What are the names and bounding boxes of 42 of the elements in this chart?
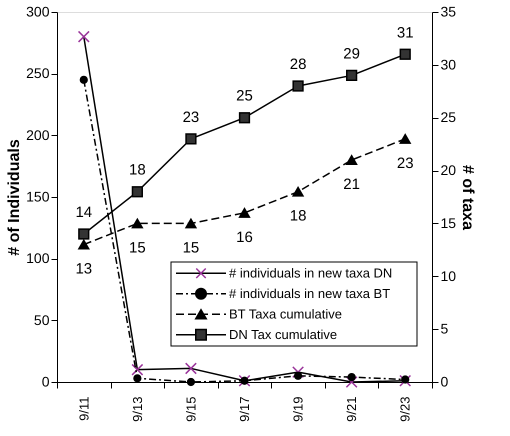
y-tick-label: 50 bbox=[34, 312, 50, 328]
legend-label: BT Taxa cumulative bbox=[229, 306, 342, 322]
y-tick-label: 100 bbox=[26, 250, 50, 266]
x-tick-label: 9/15 bbox=[183, 396, 198, 422]
data-label: 23 bbox=[396, 154, 414, 172]
x-tick-label: 9/17 bbox=[237, 396, 252, 422]
y2-tick-label: 25 bbox=[440, 109, 456, 126]
legend-label: # individuals in new taxa BT bbox=[229, 286, 390, 301]
legend-label: # individuals in new taxa DN bbox=[229, 265, 392, 280]
data-label: 15 bbox=[182, 239, 200, 256]
y-tick-label: 250 bbox=[26, 65, 50, 82]
y-tick-label: 150 bbox=[26, 188, 50, 204]
y-tick-label: 300 bbox=[26, 4, 50, 20]
y2-axis-title: # of taxa bbox=[459, 165, 476, 230]
data-label: 25 bbox=[236, 88, 253, 105]
data-label: 31 bbox=[396, 24, 414, 42]
data-label: 29 bbox=[343, 45, 360, 62]
y-axis-title: # of Individuals bbox=[6, 139, 24, 256]
data-label: 15 bbox=[129, 239, 146, 256]
data-label: 23 bbox=[182, 108, 200, 126]
data-label: 18 bbox=[129, 162, 146, 179]
y2-tick-label: 30 bbox=[440, 56, 456, 72]
legend-label: DN Tax cumulative bbox=[229, 326, 338, 342]
data-label: 21 bbox=[343, 176, 360, 193]
y2-tick-label: 0 bbox=[440, 374, 448, 390]
y2-tick-label: 15 bbox=[440, 214, 456, 231]
data-label: 13 bbox=[75, 260, 92, 278]
y2-tick-label: 35 bbox=[440, 4, 456, 20]
x-tick-label: 9/13 bbox=[130, 396, 145, 422]
y2-tick-label: 10 bbox=[440, 268, 456, 284]
data-label: 16 bbox=[236, 228, 253, 246]
y-tick-label: 200 bbox=[26, 126, 50, 143]
y-tick-label: 0 bbox=[42, 374, 50, 390]
data-label: 28 bbox=[290, 56, 306, 73]
x-tick-label: 9/21 bbox=[344, 396, 360, 422]
x-tick-label: 9/19 bbox=[290, 396, 306, 422]
data-label: 18 bbox=[290, 208, 306, 225]
y2-tick-label: 5 bbox=[440, 320, 448, 337]
y2-tick-label: 20 bbox=[440, 162, 456, 178]
x-tick-label: 9/23 bbox=[398, 396, 413, 422]
x-tick-label: 9/11 bbox=[76, 396, 92, 421]
data-label: 14 bbox=[75, 204, 92, 221]
